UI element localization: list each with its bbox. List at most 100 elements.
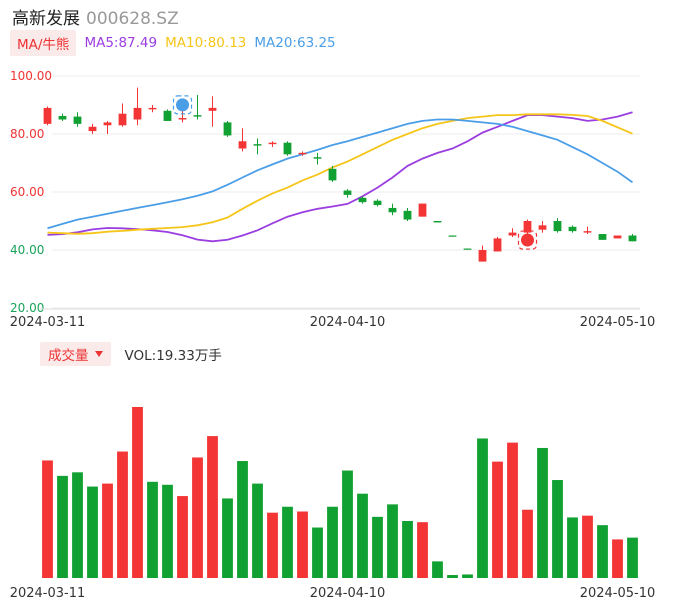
volume-bar[interactable] [42, 460, 53, 578]
bull-badge-icon[interactable] [517, 230, 538, 250]
candle[interactable] [208, 107, 217, 111]
candle[interactable] [358, 197, 367, 203]
volume-bar[interactable] [492, 461, 503, 578]
volume-bar[interactable] [267, 512, 278, 578]
candle[interactable] [133, 107, 142, 120]
candle[interactable] [418, 203, 427, 217]
volume-bar[interactable] [537, 447, 548, 578]
volume-bar[interactable] [507, 442, 518, 578]
candle[interactable] [523, 221, 532, 233]
candle[interactable] [268, 142, 277, 145]
y-tick-label: 20.00 [10, 301, 44, 315]
candle[interactable] [328, 168, 337, 181]
volume-bar[interactable] [612, 539, 623, 578]
volume-bar[interactable] [222, 498, 233, 578]
volume-bar[interactable] [597, 525, 608, 578]
badge-ring [172, 95, 193, 115]
candle[interactable] [538, 225, 547, 230]
volume-bar[interactable] [627, 537, 638, 578]
candle[interactable] [148, 107, 157, 110]
ma10-legend: MA10:80.13 [165, 35, 247, 51]
stock-code: 000628.SZ [86, 9, 179, 29]
x-tick-label: 2024-04-10 [310, 315, 386, 330]
volume-bar[interactable] [312, 527, 323, 578]
candle[interactable] [343, 190, 352, 195]
ma-indicator-selector[interactable]: MA/牛熊 [10, 30, 77, 56]
candle[interactable] [508, 232, 517, 236]
candle[interactable] [313, 157, 322, 159]
ma20-line [47, 118, 634, 230]
volume-legend: 成交量 VOL:19.33万手 [40, 342, 222, 366]
candle[interactable] [373, 200, 382, 206]
candle[interactable] [58, 116, 67, 120]
candle[interactable] [223, 122, 232, 136]
volume-bar[interactable] [477, 438, 488, 578]
bear-badge-icon[interactable] [172, 95, 193, 115]
y-tick-label: 100.00 [10, 69, 52, 83]
volume-bar[interactable] [237, 461, 248, 578]
volume-bar[interactable] [132, 407, 143, 578]
volume-bar[interactable] [357, 493, 368, 578]
candle[interactable] [613, 235, 622, 239]
candle[interactable] [478, 250, 487, 262]
volume-bar[interactable] [447, 575, 458, 578]
volume-bar[interactable] [147, 481, 158, 578]
volume-bar[interactable] [522, 509, 533, 578]
volume-bar[interactable] [372, 516, 383, 578]
volume-bar[interactable] [117, 451, 128, 578]
candle[interactable] [253, 144, 262, 146]
volume-bar[interactable] [102, 483, 113, 578]
volume-bar[interactable] [72, 472, 83, 578]
volume-bar[interactable] [417, 522, 428, 578]
candle[interactable] [403, 210, 412, 220]
candle[interactable] [178, 118, 187, 120]
candle[interactable] [193, 115, 202, 117]
volume-bar[interactable] [207, 436, 218, 578]
candle[interactable] [493, 238, 502, 252]
caret-down-icon [94, 351, 103, 357]
y-tick-label: 60.00 [10, 185, 44, 199]
volume-bar[interactable] [192, 457, 203, 578]
candle[interactable] [163, 110, 172, 121]
volume-bar[interactable] [57, 475, 68, 578]
candle[interactable] [598, 234, 607, 240]
volume-bar[interactable] [582, 515, 593, 578]
candle[interactable] [463, 248, 472, 250]
volume-bar[interactable] [177, 496, 188, 578]
volume-bar[interactable] [342, 470, 353, 578]
volume-indicator-selector[interactable]: 成交量 [40, 342, 111, 366]
candle[interactable] [298, 152, 307, 155]
candle[interactable] [43, 107, 52, 124]
candle[interactable] [88, 126, 97, 132]
candle[interactable] [628, 235, 637, 242]
candle[interactable] [283, 142, 292, 155]
candle[interactable] [118, 113, 127, 126]
volume-bar[interactable] [567, 517, 578, 578]
volume-bar[interactable] [252, 483, 263, 578]
volume-bar[interactable] [432, 561, 443, 578]
badge-core [176, 98, 189, 112]
volume-bar[interactable] [282, 506, 293, 578]
candle[interactable] [103, 122, 112, 126]
badge-core [521, 233, 534, 247]
candle[interactable] [568, 226, 577, 232]
candle[interactable] [448, 235, 457, 237]
volume-bar[interactable] [462, 574, 473, 578]
volume-bar[interactable] [402, 521, 413, 578]
candle[interactable] [553, 221, 562, 232]
candle[interactable] [433, 221, 442, 223]
volume-bar[interactable] [162, 484, 173, 578]
volume-bar[interactable] [552, 480, 563, 578]
stock-header: 高新发展 000628.SZ [12, 4, 179, 29]
volume-bar[interactable] [387, 504, 398, 578]
volume-bar[interactable] [297, 511, 308, 579]
candle[interactable] [73, 116, 82, 124]
ma20-legend: MA20:63.25 [254, 35, 336, 51]
candle[interactable] [388, 207, 397, 213]
volume-bar[interactable] [327, 506, 338, 578]
volume-bar[interactable] [87, 486, 98, 578]
candle[interactable] [238, 141, 247, 149]
volume-selector-label: 成交量 [48, 348, 89, 364]
candle[interactable] [583, 231, 592, 233]
